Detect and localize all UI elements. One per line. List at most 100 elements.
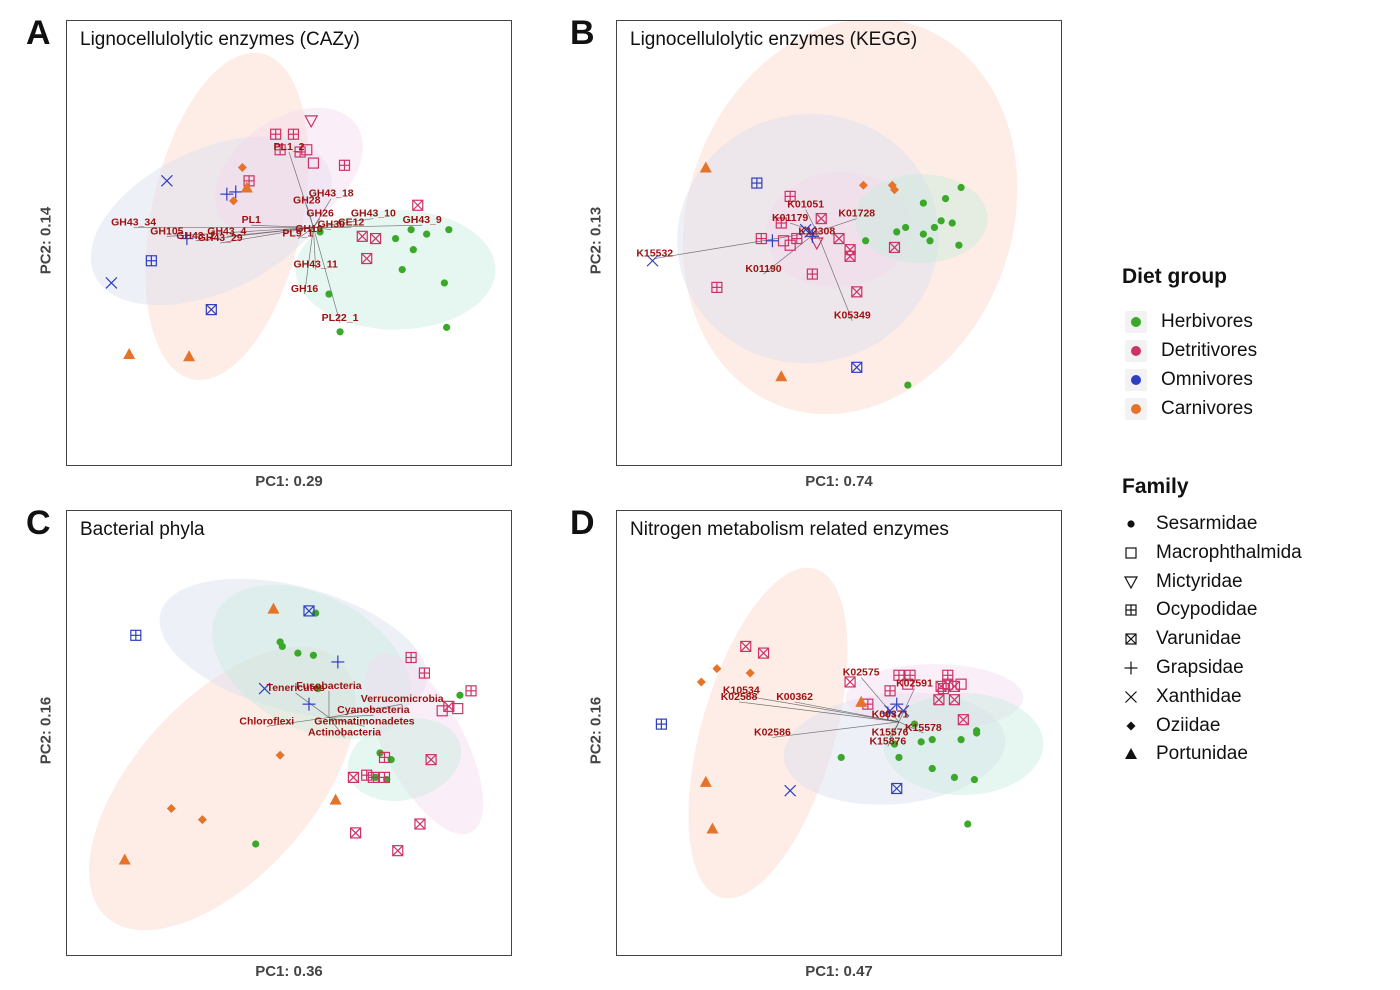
data-point [361, 252, 373, 265]
panel-b-title: Lignocellulolytic enzymes (KEGG) [630, 29, 918, 50]
data-point [425, 754, 437, 766]
data-point [948, 680, 961, 692]
data-point [890, 185, 899, 195]
loading-label: K15532 [636, 248, 673, 260]
legend-marker [1124, 661, 1138, 675]
data-point [301, 144, 313, 156]
legend-marker [1125, 633, 1137, 645]
ellipses [688, 567, 1044, 899]
data-point [711, 281, 723, 293]
data-point [183, 350, 196, 362]
panel-a-ylabel: PC2: 0.14 [37, 206, 55, 275]
loading-label: K05349 [834, 310, 871, 322]
data-point [855, 695, 868, 707]
data-point [314, 685, 322, 693]
data-point [955, 241, 963, 249]
legend-item-grapsidae: Grapsidae [1120, 656, 1244, 680]
data-point [928, 736, 936, 744]
data-point [205, 304, 217, 316]
data-point [409, 246, 417, 254]
legend-item-herbivores: Herbivores [1125, 310, 1253, 334]
data-point [851, 286, 863, 298]
data-point [837, 753, 845, 762]
loading-line [772, 721, 899, 738]
legend-key [1125, 398, 1147, 420]
panel-c-ylabel: PC2: 0.16 [37, 696, 55, 765]
legend-key [1120, 513, 1142, 535]
points [105, 115, 453, 362]
legend-key [1120, 715, 1142, 737]
panel-b-plot: Lignocellulolytic enzymes (KEGG) K01051 K… [616, 20, 1062, 466]
loading-label: K01179 [772, 212, 808, 224]
legend-label: Omnivores [1161, 369, 1253, 390]
legend-item-portunidae: Portunidae [1120, 742, 1248, 766]
legend-label: Oziidae [1156, 714, 1221, 736]
data-point [957, 714, 969, 726]
ellipse-herbivore [854, 174, 988, 263]
panel-d-xlabel: PC1: 0.47 [805, 963, 873, 980]
loading-label: K01190 [745, 263, 781, 275]
data-point [646, 254, 659, 267]
panel-d-plot: Nitrogen metabolism related enzymes K025… [616, 510, 1062, 956]
data-point [699, 775, 712, 787]
data-point [350, 827, 362, 839]
data-point [791, 232, 803, 245]
data-point [405, 651, 417, 664]
loading-label: Fusobacteria [296, 680, 362, 692]
data-point [964, 820, 972, 828]
data-point [398, 266, 406, 274]
data-point [948, 694, 961, 706]
legend-key [1120, 571, 1142, 593]
loading-label: Actinobacteria [308, 726, 381, 738]
legend-key [1125, 311, 1147, 333]
data-point [338, 159, 351, 171]
legend-key [1120, 628, 1142, 650]
ellipse-detritivore [765, 171, 913, 288]
legend-label: Ocypodidae [1156, 599, 1258, 621]
legend-label: Varunidae [1156, 628, 1242, 650]
data-point [166, 803, 176, 813]
loading-line [794, 701, 900, 723]
loading-line [805, 209, 818, 233]
data-point [902, 223, 910, 232]
loading-line [313, 227, 332, 231]
legend-label: Herbivores [1161, 311, 1253, 332]
data-point [937, 217, 945, 225]
data-point [252, 840, 260, 848]
loading-arrows [133, 151, 423, 324]
data-point [887, 180, 897, 190]
legend-item-macrophthalmida: Macrophthalmida [1120, 541, 1302, 565]
loading-line [166, 227, 314, 237]
data-point [229, 185, 243, 199]
loading-line [887, 721, 900, 747]
loading-label: K10534 [723, 684, 760, 696]
loading-label: Gemmatimonadetes [314, 715, 415, 727]
data-point [935, 680, 947, 692]
legend-key [1120, 599, 1142, 621]
legend-item-mictyridae: Mictyridae [1120, 570, 1243, 594]
ellipse-herbivore [295, 209, 496, 330]
data-point [712, 664, 722, 674]
loading-label: GH43_34 [111, 216, 156, 228]
data-point [888, 241, 901, 254]
loading-line [328, 714, 374, 718]
ellipses [90, 52, 496, 380]
ellipse-detritivore [365, 653, 484, 835]
loading-label: GH43_2 [176, 230, 215, 242]
legend-key [1120, 542, 1142, 564]
loading-label: GH26 [306, 208, 334, 220]
ellipse-detritivore [215, 107, 363, 237]
data-point [890, 740, 899, 748]
data-point [917, 738, 925, 746]
data-point [440, 279, 448, 287]
data-point [123, 348, 136, 359]
data-point [274, 144, 286, 156]
data-point [851, 361, 863, 373]
data-point [919, 230, 927, 238]
data-point [160, 174, 173, 187]
loading-line [328, 703, 403, 718]
data-point [926, 237, 934, 245]
